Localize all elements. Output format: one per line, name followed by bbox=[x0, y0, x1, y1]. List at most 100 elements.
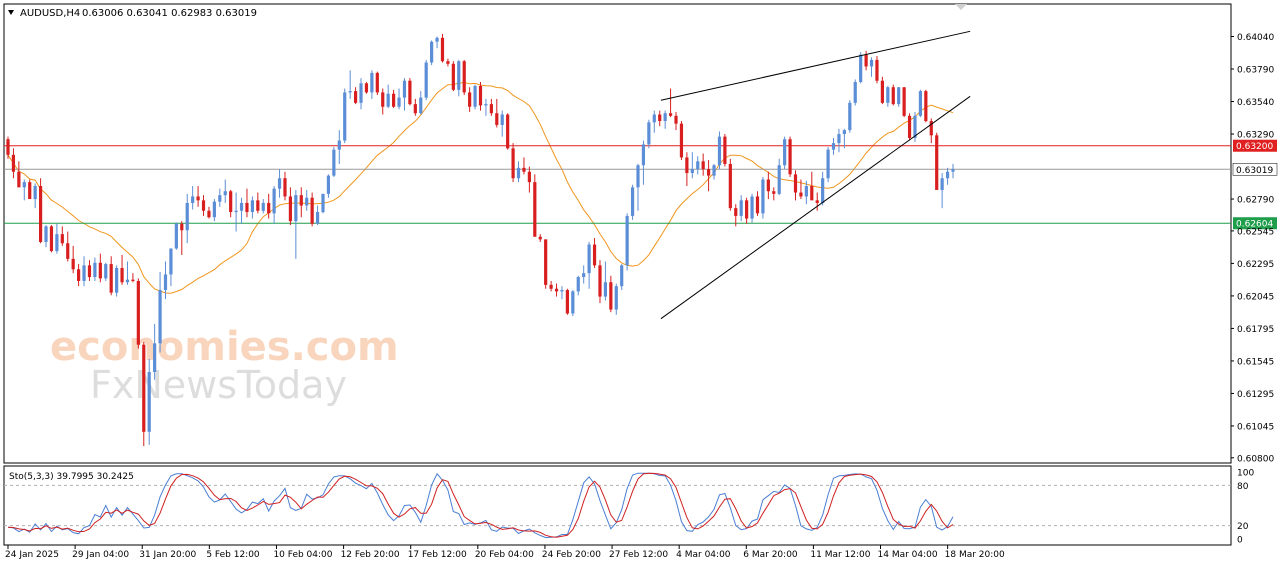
candle bbox=[397, 88, 401, 110]
candle bbox=[218, 188, 222, 207]
candle bbox=[576, 275, 580, 296]
candle bbox=[603, 261, 608, 301]
candle bbox=[136, 278, 140, 349]
oscillator-tick-label: 0 bbox=[1237, 536, 1243, 546]
candle bbox=[663, 110, 667, 129]
candle bbox=[658, 110, 662, 127]
candle bbox=[815, 192, 819, 211]
candle bbox=[907, 113, 912, 141]
candle bbox=[430, 40, 434, 66]
symbol-header: AUDUSD,H4 bbox=[20, 8, 80, 19]
candle bbox=[772, 187, 776, 201]
candle bbox=[87, 260, 92, 281]
candle bbox=[886, 85, 890, 107]
candle bbox=[668, 88, 673, 118]
candle bbox=[587, 241, 591, 289]
x-tick-label: 5 Feb 12:00 bbox=[206, 550, 260, 560]
candle bbox=[267, 193, 271, 219]
candle bbox=[783, 136, 787, 170]
candle bbox=[381, 88, 385, 115]
candle bbox=[554, 283, 559, 297]
candle bbox=[897, 87, 901, 107]
candle bbox=[55, 223, 59, 254]
candle bbox=[142, 342, 146, 447]
candle bbox=[522, 157, 526, 175]
candle bbox=[386, 84, 390, 109]
candle bbox=[294, 189, 298, 259]
candle bbox=[98, 253, 102, 283]
candle bbox=[272, 186, 276, 224]
watermark-economies: economies.com bbox=[50, 324, 399, 370]
y-tick-label: 0.60800 bbox=[1237, 454, 1274, 464]
candle bbox=[902, 87, 906, 118]
candle bbox=[245, 188, 249, 218]
level-price-label: 0.63019 bbox=[1236, 166, 1273, 176]
trendline[interactable] bbox=[660, 95, 971, 320]
candle bbox=[125, 261, 130, 285]
candle bbox=[288, 187, 293, 226]
candle bbox=[413, 98, 417, 116]
candle bbox=[625, 213, 629, 271]
candle bbox=[473, 84, 477, 110]
y-tick-label: 0.62790 bbox=[1237, 196, 1274, 206]
oscillator-tick-label: 80 bbox=[1237, 482, 1249, 492]
candle bbox=[869, 57, 874, 77]
candle bbox=[234, 192, 238, 232]
candle bbox=[478, 82, 483, 111]
ohlc-header: 0.63006 0.63041 0.62983 0.63019 bbox=[82, 8, 257, 19]
candle bbox=[451, 61, 455, 92]
candle bbox=[821, 171, 825, 206]
candle bbox=[685, 152, 689, 187]
candle bbox=[38, 178, 43, 244]
candle bbox=[60, 226, 64, 246]
scroll-marker-icon[interactable] bbox=[955, 4, 967, 10]
oscillator-tick-label: 100 bbox=[1237, 469, 1254, 479]
candle bbox=[853, 79, 857, 106]
candle bbox=[212, 199, 216, 222]
candle bbox=[392, 89, 396, 109]
y-tick-label: 0.62045 bbox=[1237, 292, 1274, 302]
candle bbox=[115, 265, 119, 297]
candle bbox=[652, 110, 656, 133]
candle bbox=[256, 192, 260, 214]
candle bbox=[745, 197, 749, 224]
x-tick-label: 17 Feb 12:00 bbox=[408, 550, 467, 560]
x-tick-label: 4 Mar 04:00 bbox=[676, 550, 731, 560]
candle bbox=[66, 231, 70, 262]
candle bbox=[468, 87, 472, 112]
candle bbox=[104, 262, 108, 281]
candle bbox=[913, 111, 917, 142]
candle bbox=[647, 119, 651, 149]
candle bbox=[793, 170, 798, 201]
candle bbox=[935, 132, 939, 190]
candle bbox=[842, 128, 846, 149]
candle bbox=[951, 163, 955, 179]
candle bbox=[277, 169, 282, 198]
candle bbox=[49, 225, 54, 253]
candle bbox=[582, 265, 586, 284]
candle bbox=[337, 130, 341, 164]
candle bbox=[696, 156, 700, 175]
candle bbox=[348, 70, 352, 99]
candle bbox=[424, 59, 428, 101]
trendline[interactable] bbox=[660, 30, 971, 101]
candle bbox=[191, 186, 195, 210]
x-tick-label: 31 Jan 20:00 bbox=[139, 550, 196, 560]
y-tick-label: 0.61545 bbox=[1237, 357, 1274, 367]
x-tick-label: 10 Feb 04:00 bbox=[273, 550, 332, 560]
candle bbox=[82, 256, 86, 287]
candle bbox=[690, 152, 694, 179]
candle bbox=[77, 264, 81, 287]
candle bbox=[674, 111, 678, 131]
candle bbox=[679, 121, 684, 161]
y-tick-label: 0.63290 bbox=[1237, 131, 1274, 141]
candle bbox=[131, 273, 135, 283]
candle bbox=[761, 176, 765, 219]
candle bbox=[305, 189, 309, 211]
candle bbox=[495, 98, 499, 128]
candle bbox=[44, 225, 48, 248]
y-tick-label: 0.62545 bbox=[1237, 227, 1274, 237]
y-tick-label: 0.61045 bbox=[1237, 422, 1274, 432]
collapse-triangle-icon[interactable] bbox=[8, 10, 14, 15]
